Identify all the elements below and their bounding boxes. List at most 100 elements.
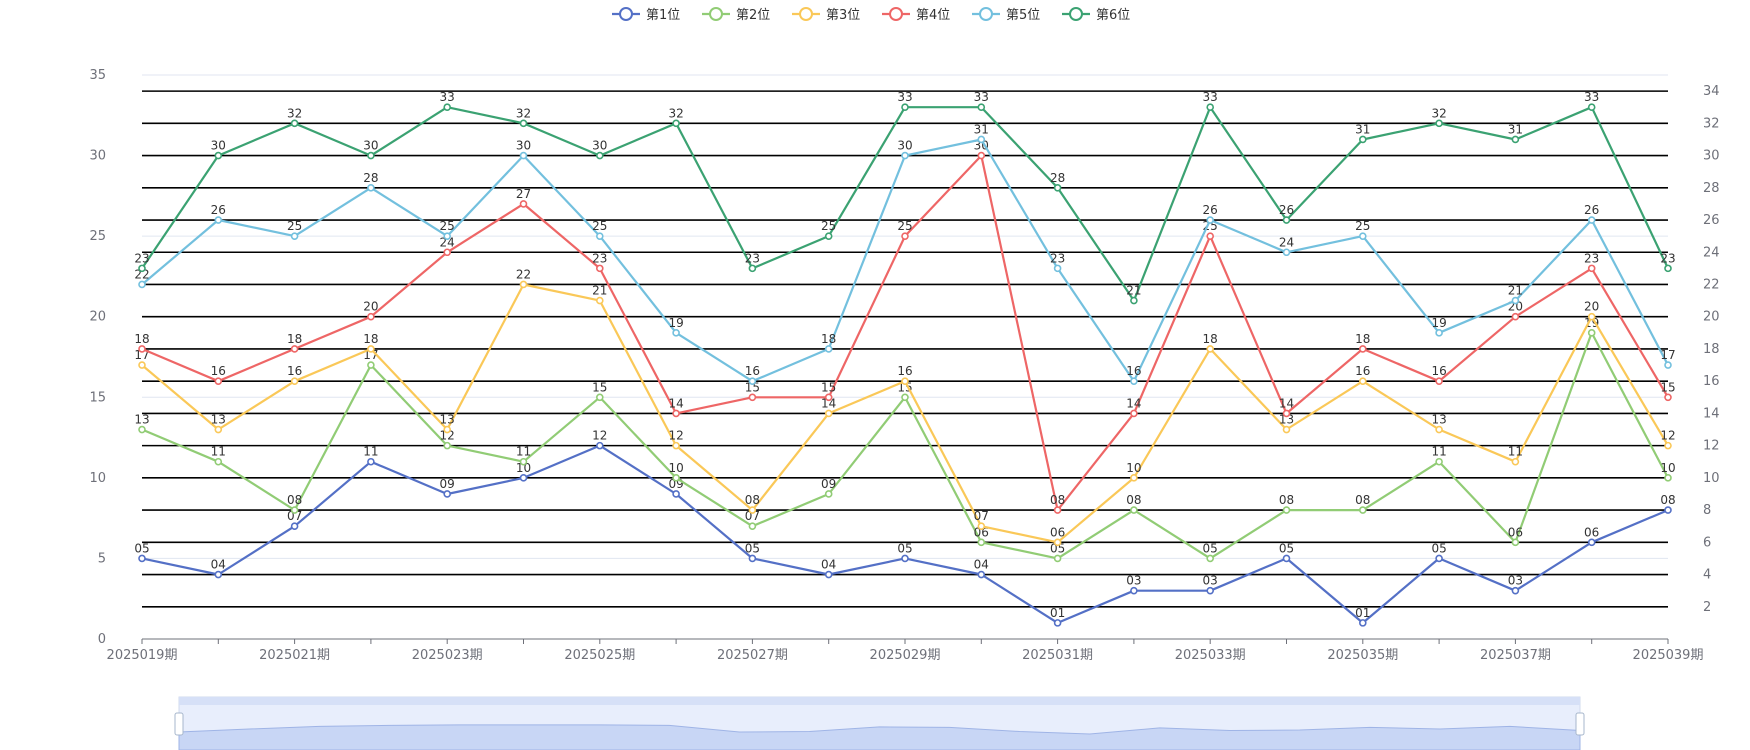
data-label: 01 [1355, 606, 1370, 620]
data-point [138, 425, 146, 434]
legend: 第1位 第2位 第3位 第4位 第5位 第6位 [612, 7, 1130, 23]
data-point [672, 441, 680, 450]
legend-label: 第5位 [1006, 8, 1040, 23]
data-label: 31 [974, 122, 989, 136]
legend-item: 第2位 [702, 7, 770, 23]
legend-marker [799, 7, 813, 21]
x-tick-label: 2025035期 [1327, 648, 1398, 663]
data-point [1053, 506, 1062, 514]
data-point [595, 296, 604, 305]
data-point [977, 522, 986, 531]
data-label: 03 [1508, 574, 1523, 588]
zoom-top-bar [179, 697, 1580, 705]
x-tick-label: 2025033期 [1175, 648, 1246, 663]
data-point [977, 103, 986, 112]
series-3: 17 13 16 18 13 22 21 12 08 14 16 07 06 10 18 13 16 13 11 20… [134, 267, 1676, 547]
data-label: 33 [974, 90, 989, 104]
data-point [824, 409, 833, 418]
left-y-tick-label: 10 [89, 471, 106, 486]
data-point [824, 570, 833, 579]
data-label: 08 [1126, 493, 1141, 507]
data-label: 16 [745, 364, 760, 378]
data-label: 03 [1126, 574, 1141, 588]
data-point [672, 474, 680, 482]
data-label: 03 [1203, 574, 1218, 588]
data-label: 05 [1431, 541, 1446, 555]
data-label: 25 [821, 219, 836, 233]
data-label: 18 [821, 332, 836, 346]
data-point [824, 232, 833, 240]
data-point [1511, 312, 1520, 321]
left-y-axis: 0 5 10 15 20 25 30 35 [89, 68, 106, 647]
data-point [901, 232, 909, 240]
data-label: 04 [211, 558, 226, 572]
data-point [290, 119, 299, 128]
data-label: 14 [1126, 396, 1141, 410]
data-point [672, 409, 680, 418]
data-point [1664, 506, 1672, 514]
legend-label: 第3位 [826, 8, 860, 23]
data-label: 06 [1584, 525, 1599, 539]
data-point [1664, 361, 1672, 369]
data-point [901, 393, 909, 402]
series-4: 18 16 18 20 24 27 23 14 15 15 25 30 08 14 25 14 18 16 20 23… [134, 139, 1676, 514]
zoom-handle-left[interactable] [174, 712, 184, 736]
data-point [1511, 457, 1520, 466]
data-point [1359, 232, 1367, 240]
data-label: 12 [668, 429, 683, 443]
data-point [519, 280, 528, 289]
data-label: 33 [1584, 90, 1599, 104]
zoom-handle-right[interactable] [1575, 712, 1585, 736]
right-y-tick-label: 18 [1703, 342, 1720, 357]
data-point [367, 345, 375, 353]
data-point [1206, 216, 1214, 224]
data-point [519, 457, 528, 466]
data-label: 19 [668, 316, 683, 330]
data-point [901, 151, 909, 160]
data-point [1206, 586, 1214, 595]
x-tick-label: 2025037期 [1480, 648, 1551, 663]
data-point [1664, 393, 1672, 402]
data-label: 28 [1050, 171, 1065, 185]
data-label: 19 [1431, 316, 1446, 330]
data-point [977, 570, 986, 579]
data-point [748, 264, 757, 273]
data-label: 18 [1203, 332, 1218, 346]
data-label: 27 [516, 187, 531, 201]
data-label: 15 [745, 380, 760, 394]
data-label: 32 [287, 106, 302, 120]
left-y-tick-label: 15 [89, 390, 106, 405]
data-point [1435, 377, 1443, 385]
series-5: 22 26 25 28 25 30 25 19 16 18 30 31 23 16 26 24 25 19 21 26… [134, 122, 1676, 385]
legend-marker [1069, 7, 1083, 21]
right-y-tick-label: 20 [1703, 310, 1720, 325]
data-point [1435, 119, 1443, 128]
left-y-tick-label: 35 [89, 68, 106, 83]
legend-item: 第1位 [612, 7, 680, 23]
left-y-tick-label: 0 [98, 632, 106, 647]
data-label: 26 [1584, 203, 1599, 217]
data-label: 30 [592, 139, 607, 153]
data-label: 08 [1660, 493, 1675, 507]
data-label: 28 [363, 171, 378, 185]
data-label: 24 [440, 235, 455, 249]
data-label: 17 [1660, 348, 1675, 362]
data-point [595, 393, 604, 402]
data-point [519, 474, 528, 482]
data-label: 11 [1431, 445, 1446, 459]
data-point [595, 151, 604, 160]
data-point [672, 490, 680, 498]
data-point [138, 361, 146, 369]
data-point [1206, 232, 1214, 240]
x-tick-label: 2025029期 [870, 648, 941, 663]
data-point [1282, 248, 1291, 257]
data-label: 32 [668, 106, 683, 120]
legend-item: 第4位 [882, 7, 950, 23]
data-label: 18 [287, 332, 302, 346]
data-label: 09 [821, 477, 836, 491]
data-point [1130, 506, 1138, 514]
data-point [595, 441, 604, 450]
data-point [290, 377, 299, 385]
